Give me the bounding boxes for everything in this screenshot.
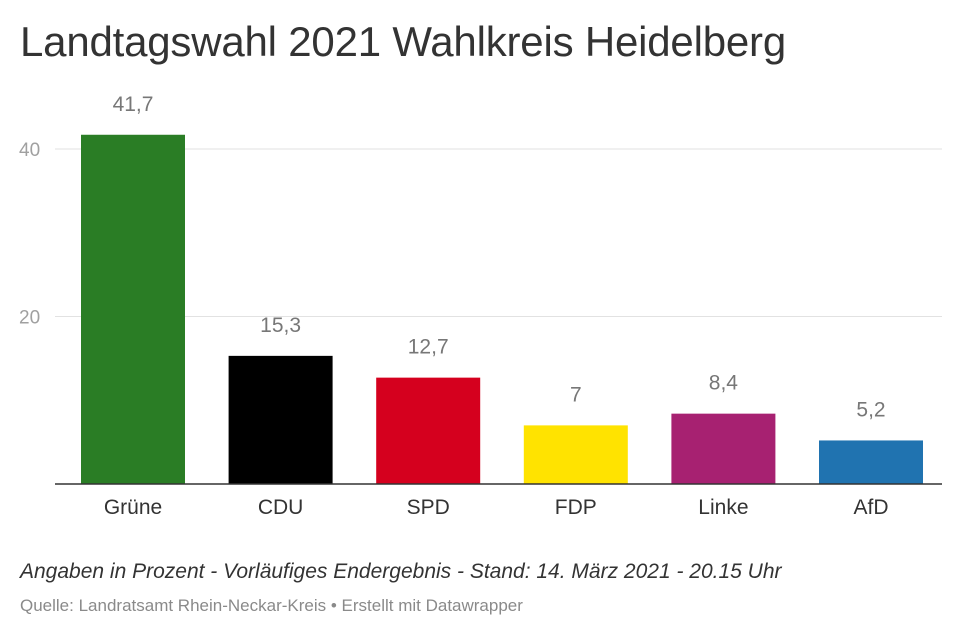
value-label-2: 12,7 [408,336,449,359]
value-label-3: 7 [570,383,582,406]
category-label-0: Grüne [104,496,162,519]
bar-3 [523,425,628,484]
chart-notes: Angaben in Prozent - Vorläufiges Enderge… [20,560,782,583]
bar-1 [228,355,333,484]
value-label-1: 15,3 [260,314,301,337]
bar-4 [671,413,776,484]
y-tick-label-40: 40 [19,140,40,161]
category-label-4: Linke [698,496,748,519]
chart-title: Landtagswahl 2021 Wahlkreis Heidelberg [20,18,786,65]
chart-source: Quelle: Landratsamt Rhein-Neckar-Kreis •… [20,596,523,615]
category-label-3: FDP [555,496,597,519]
y-tick-label-20: 20 [19,308,40,329]
bar-5 [819,440,923,484]
category-label-5: AfD [853,496,888,519]
bar-2 [376,377,481,484]
value-label-4: 8,4 [709,372,739,395]
value-label-0: 41,7 [113,93,154,116]
bar-0 [81,134,185,484]
value-label-5: 5,2 [856,398,885,421]
category-label-2: SPD [407,496,450,519]
category-label-1: CDU [258,496,304,519]
